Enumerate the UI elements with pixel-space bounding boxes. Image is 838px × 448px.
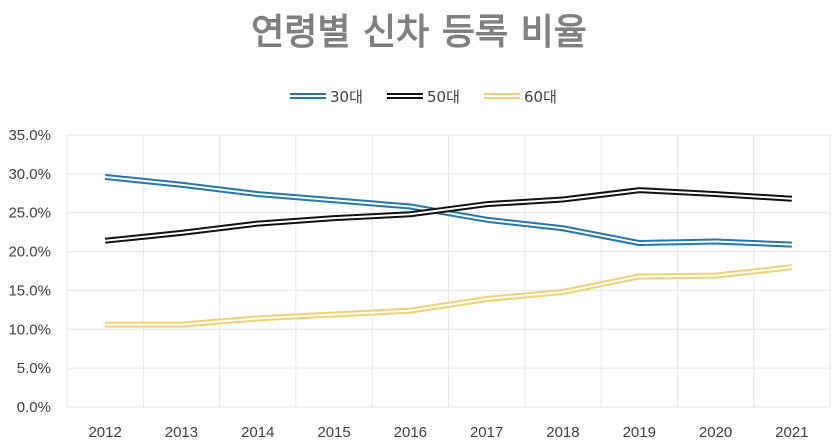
y-tick-label: 30.0%: [8, 166, 51, 183]
y-axis: 0.0% 5.0% 10.0% 15.0% 20.0% 25.0% 30.0% 35.0%: [8, 127, 51, 416]
x-tick-label: 2021: [775, 424, 808, 441]
y-tick-label: 15.0%: [8, 282, 51, 299]
series-30대: [104, 173, 792, 248]
chart-title: 연령별 신차 등록 비율: [251, 12, 587, 53]
legend-label: 30대: [330, 88, 363, 106]
legend-item: 30대: [290, 88, 363, 106]
legend-label: 60대: [524, 88, 557, 106]
series-line-inner: [105, 175, 792, 246]
y-tick-label: 0.0%: [17, 399, 51, 416]
series-lines: [104, 173, 793, 328]
x-tick-label: 2012: [88, 424, 121, 441]
series-50대: [104, 187, 793, 244]
x-tick-label: 2018: [546, 424, 579, 441]
x-tick-label: 2015: [317, 424, 350, 441]
legend-item: 50대: [387, 88, 460, 106]
legend: 30대 50대 60대: [290, 88, 557, 106]
y-tick-label: 25.0%: [8, 205, 51, 222]
x-tick-label: 2014: [241, 424, 274, 441]
series-60대: [105, 264, 793, 328]
series-line-inner: [105, 266, 792, 326]
y-tick-label: 5.0%: [17, 360, 51, 377]
series-line-inner: [105, 189, 792, 242]
gridlines: [66, 134, 831, 408]
x-tick-label: 2013: [165, 424, 198, 441]
x-tick-label: 2016: [394, 424, 427, 441]
y-tick-label: 10.0%: [8, 321, 51, 338]
x-tick-label: 2020: [699, 424, 732, 441]
x-tick-label: 2019: [623, 424, 656, 441]
x-axis: 2012 2013 2014 2015 2016 2017 2018 2019 2020 2021: [88, 424, 808, 441]
legend-label: 50대: [427, 88, 460, 106]
y-tick-label: 20.0%: [8, 244, 51, 261]
x-tick-label: 2017: [470, 424, 503, 441]
legend-item: 60대: [484, 88, 557, 106]
y-tick-label: 35.0%: [8, 127, 51, 144]
